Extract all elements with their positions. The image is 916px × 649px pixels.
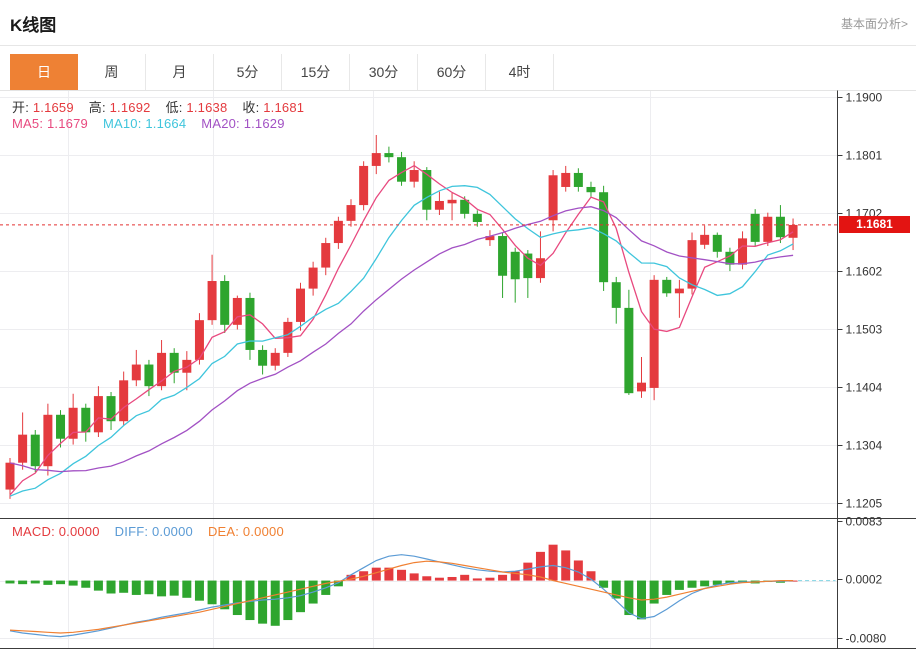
dea-line <box>9 560 794 634</box>
price-axis: 1.19001.18011.17021.16021.15031.14041.13… <box>837 91 887 646</box>
axis-tick-label: 1.1205 <box>846 497 883 511</box>
axis-tick-label: 1.1602 <box>846 265 883 279</box>
legend-item: MACD: 0.0000 <box>12 524 100 539</box>
axis-tick-label: -0.0080 <box>846 632 887 646</box>
axis-tick-label: 1.1801 <box>846 149 883 163</box>
axis-tick-label: 1.1404 <box>846 381 883 395</box>
fundamental-analysis-link[interactable]: 基本面分析> <box>840 17 908 31</box>
legend-item: MA20: 1.1629 <box>201 116 285 131</box>
axis-tick-label: 1.1900 <box>846 91 883 105</box>
ma-legend: MA5: 1.1679 MA10: 1.1664 MA20: 1.1629 <box>12 116 300 131</box>
macd-legend: MACD: 0.0000 DIFF: 0.0000 DEA: 0.0000 <box>12 524 299 539</box>
diff-line <box>9 554 794 638</box>
tab-5分[interactable]: 5分 <box>214 54 282 90</box>
legend-item: 收: 1.1681 <box>242 100 305 115</box>
tab-日[interactable]: 日 <box>10 54 78 90</box>
tab-60分[interactable]: 60分 <box>418 54 486 90</box>
legend-item: MA5: 1.1679 <box>12 116 88 131</box>
macd-histogram <box>5 544 798 626</box>
legend-item: MA10: 1.1664 <box>102 116 187 131</box>
ohlc-legend: 开: 1.1659 高: 1.1692 低: 1.1638 收: 1.1681 <box>12 97 319 116</box>
tab-15分[interactable]: 15分 <box>282 54 350 90</box>
legend-item: 高: 1.1692 <box>88 100 151 115</box>
period-tab-bar: 日周月 5分 15分 30分 60分 4时 <box>10 54 554 90</box>
tab-30分[interactable]: 30分 <box>350 54 418 90</box>
page-title: K线图 <box>10 16 57 35</box>
tab-周[interactable]: 周 <box>78 54 146 90</box>
legend-item: DIFF: 0.0000 <box>114 524 193 539</box>
ma-lines <box>9 164 794 497</box>
axis-tick-label: 1.1503 <box>846 323 883 337</box>
axis-tick-label: 0.0002 <box>846 573 883 587</box>
legend-item: DEA: 0.0000 <box>207 524 284 539</box>
ma20-line <box>9 206 794 473</box>
tab-4时[interactable]: 4时 <box>486 54 554 90</box>
legend-item: 开: 1.1659 <box>12 100 74 115</box>
axis-tick-label: 0.0083 <box>846 515 883 529</box>
ma10-line <box>9 185 794 497</box>
current-price-badge: 1.1681 <box>839 216 910 233</box>
tab-月[interactable]: 月 <box>146 54 214 90</box>
axis-tick-label: 1.1304 <box>846 439 883 453</box>
candles-layer <box>5 134 798 499</box>
legend-item: 低: 1.1638 <box>165 100 228 115</box>
macd-lines <box>9 554 794 638</box>
grid-lines <box>0 90 838 649</box>
ma5-line <box>9 164 794 496</box>
